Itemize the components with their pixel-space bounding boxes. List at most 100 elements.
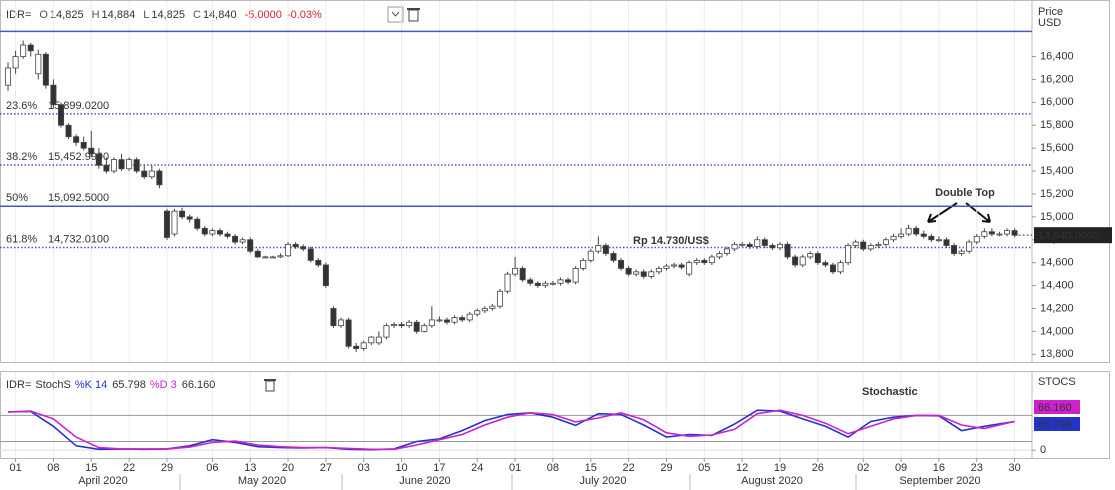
level-value: 15,899.0200	[48, 100, 109, 112]
quote-key: H	[92, 9, 100, 21]
delete-stoch-icon[interactable]	[264, 379, 276, 392]
y-tick-label: 13,800	[1040, 348, 1074, 360]
x-tick-label: 19	[774, 462, 786, 474]
candle-body	[338, 319, 345, 327]
candle-body	[928, 235, 935, 241]
candle-body	[57, 104, 64, 126]
candle-body	[837, 262, 844, 273]
candle-body	[814, 253, 821, 264]
candle-body	[587, 250, 594, 261]
candle-body	[428, 319, 435, 327]
candle-body	[194, 218, 201, 229]
month-label: September 2020	[899, 475, 980, 487]
y-axis-title: STOCS	[1038, 376, 1076, 388]
candle-body	[292, 243, 299, 248]
candle-body	[254, 250, 261, 258]
candle-body	[413, 321, 420, 332]
candle-body	[761, 239, 768, 246]
candle-body	[618, 259, 625, 269]
candle-body	[300, 246, 307, 250]
candle-body	[391, 324, 398, 327]
candle-body	[792, 256, 799, 266]
candle-body	[42, 53, 49, 86]
legend-period: 14	[95, 379, 107, 391]
y-tick-label: 16,000	[1040, 96, 1074, 108]
candle-body	[12, 56, 19, 69]
candle-body	[996, 233, 1003, 236]
y-tick-label: 15,400	[1040, 165, 1074, 177]
x-tick-label: 15	[585, 462, 597, 474]
candle-body	[322, 264, 329, 286]
candle-body	[625, 267, 632, 275]
x-tick-label: 06	[206, 462, 218, 474]
x-tick-label: 08	[47, 462, 59, 474]
value-tag	[1034, 417, 1080, 431]
candle-body	[118, 159, 125, 170]
last-price-tag	[1034, 227, 1112, 244]
candle-body	[602, 245, 609, 254]
candle-body	[951, 245, 958, 254]
x-tick-label: 01	[9, 462, 21, 474]
candle-body	[466, 313, 473, 321]
candle-body	[20, 44, 27, 57]
candle-body	[882, 239, 889, 245]
change: -5.0000	[245, 9, 282, 21]
candle-body	[784, 243, 791, 258]
value-tag	[1034, 400, 1080, 414]
candle-body	[5, 67, 12, 86]
candle-body	[708, 256, 715, 264]
candle-body	[754, 239, 761, 248]
candle-body	[867, 245, 874, 250]
y-tick-label: 14,600	[1040, 257, 1074, 269]
candle-body	[375, 336, 382, 344]
candle-body	[572, 267, 579, 283]
candle-body	[406, 321, 413, 327]
candle-body	[80, 142, 87, 149]
month-label: August 2020	[741, 475, 803, 487]
candle-body	[829, 264, 836, 273]
y-tick-label: 15,200	[1040, 188, 1074, 200]
candle-body	[905, 227, 912, 235]
delete-icon[interactable]	[407, 8, 420, 22]
x-tick-label: 29	[660, 462, 672, 474]
change-pct: -0.03%	[287, 9, 322, 21]
level-value: 15,092.5000	[48, 192, 109, 204]
level-pct: 50%	[6, 192, 28, 204]
candle-body	[330, 308, 337, 327]
quote-key: C	[193, 9, 201, 21]
candle-body	[746, 243, 753, 248]
candle-body	[981, 231, 988, 237]
candle-body	[88, 147, 95, 155]
legend-value: 65.798	[112, 379, 146, 391]
candle-body	[640, 271, 647, 277]
candle-body	[65, 124, 72, 138]
candle-body	[156, 170, 163, 186]
dropdown-button[interactable]	[387, 6, 404, 23]
symbol: IDR=	[6, 379, 31, 391]
y-tick-label: 15,800	[1040, 119, 1074, 131]
value-tag-label: 65.798	[1038, 419, 1072, 431]
candle-body	[126, 159, 133, 170]
y-tick-label: 15,000	[1040, 211, 1074, 223]
quote-value: 14,825	[151, 9, 185, 21]
level-value: 14,732.0100	[48, 233, 109, 245]
y-tick-label: 16,200	[1040, 73, 1074, 85]
x-tick-label: 30	[1008, 462, 1020, 474]
candle-body	[474, 310, 481, 315]
month-label: May 2020	[238, 475, 286, 487]
candle-body	[898, 233, 905, 237]
x-tick-label: 15	[85, 462, 97, 474]
candle-body	[35, 53, 42, 75]
y-axis-title: Price	[1038, 6, 1063, 18]
month-label: July 2020	[579, 475, 626, 487]
candle-body	[179, 210, 186, 218]
quote-value: 14,884	[102, 9, 136, 21]
candle-body	[845, 245, 852, 264]
candle-body	[345, 319, 352, 347]
candle-body	[141, 170, 148, 178]
candle-body	[383, 325, 390, 338]
candle-body	[966, 241, 973, 252]
candle-body	[686, 262, 693, 275]
candle-body	[353, 345, 360, 349]
candle-body	[973, 235, 980, 243]
